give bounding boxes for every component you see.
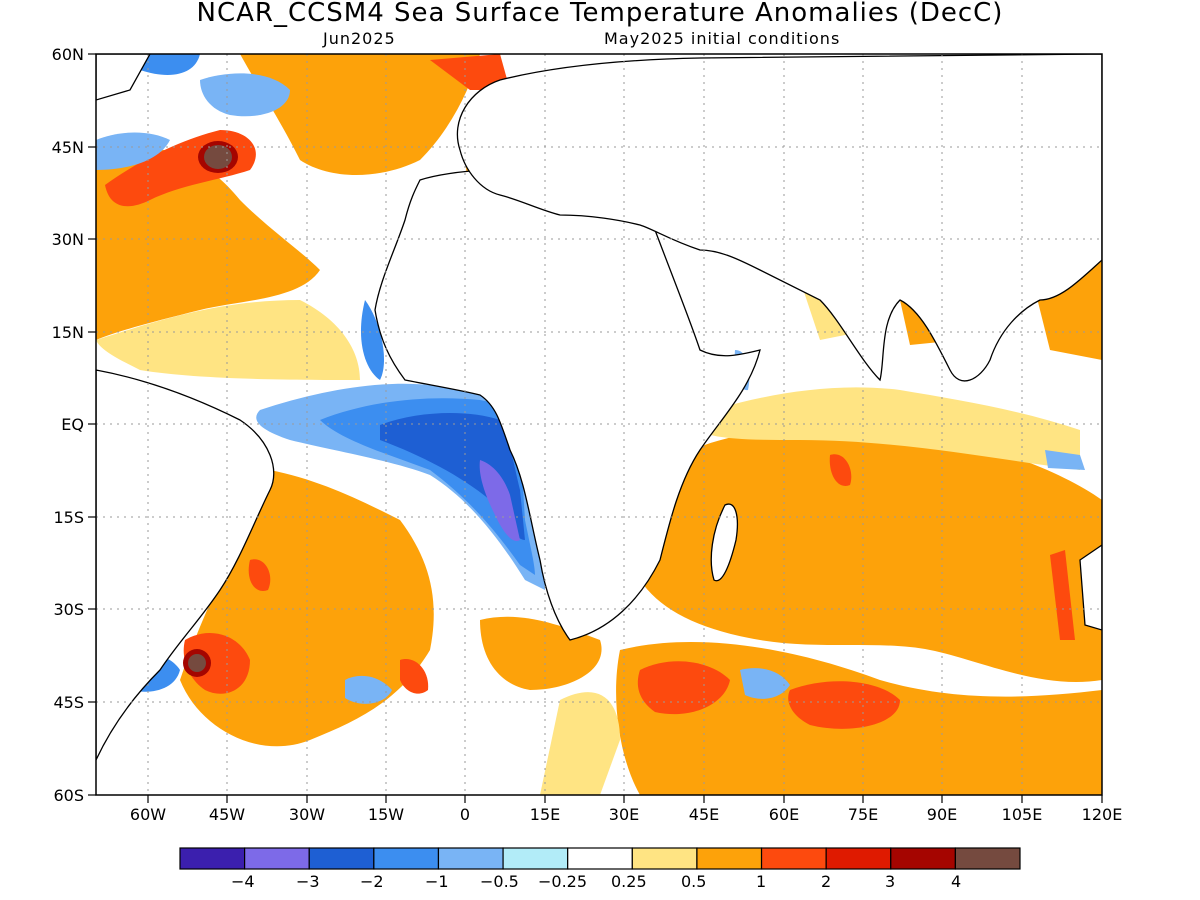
lat-label-60s: 60S	[53, 786, 84, 805]
colorbar-swatch	[502, 847, 569, 870]
lat-label-60n: 60N	[51, 45, 84, 64]
colorbar-label: 1	[756, 872, 767, 891]
colorbar-label: 0.25	[611, 872, 647, 891]
australia	[1079, 544, 1102, 631]
lon-label-45e: 45E	[688, 805, 720, 824]
colorbar-label: 2	[821, 872, 832, 891]
lat-label-15s: 15S	[53, 508, 84, 527]
lat-label-30n: 30N	[51, 230, 84, 249]
cool-anomaly-areas	[96, 54, 1085, 704]
lon-label-45w: 45W	[208, 805, 246, 824]
madagascar	[710, 503, 739, 582]
colorbar-swatch	[696, 847, 763, 870]
colorbar-swatch	[890, 847, 956, 870]
africa	[374, 168, 761, 641]
lon-label-60w: 60W	[129, 805, 167, 824]
continents	[96, 54, 1102, 761]
weak-warm-areas	[96, 280, 1080, 795]
initial-conditions-label: May2025 initial conditions	[604, 29, 841, 48]
colorbar-swatch	[825, 847, 892, 870]
colorbar-swatch	[244, 847, 310, 870]
colorbar	[179, 847, 1021, 870]
south-america	[96, 369, 275, 761]
greenland-edge	[96, 54, 151, 101]
extreme-warm-cores	[183, 141, 238, 677]
axis-ticks	[88, 53, 1103, 803]
colorbar-swatch	[437, 847, 504, 870]
colorbar-label: 4	[951, 872, 962, 891]
lon-label-30w: 30W	[288, 805, 326, 824]
map-plot-area	[96, 54, 1102, 795]
lat-label-30s: 30S	[53, 600, 84, 619]
colorbar-label: −0.5	[480, 872, 519, 891]
lon-label-75e: 75E	[847, 805, 879, 824]
colorbar-label: −2	[360, 872, 384, 891]
lat-label-45n: 45N	[51, 138, 84, 157]
colorbar-swatch	[954, 847, 1021, 870]
colorbar-label: 3	[885, 872, 896, 891]
colorbar-label: 0.5	[681, 872, 707, 891]
colorbar-swatch	[373, 847, 440, 870]
lat-label-45s: 45S	[53, 693, 84, 712]
colorbar-swatch	[179, 847, 246, 870]
graticule	[96, 54, 1102, 795]
europe-asia	[456, 54, 1102, 382]
colorbar-label: −1	[425, 872, 449, 891]
lon-label-30e: 30E	[608, 805, 640, 824]
lon-label-120e: 120E	[1081, 805, 1123, 824]
lat-label-15n: 15N	[51, 323, 84, 342]
colorbar-swatch	[308, 847, 375, 870]
colorbar-label: −0.25	[538, 872, 588, 891]
lon-label-60e: 60E	[768, 805, 800, 824]
lon-label-105e: 105E	[1001, 805, 1043, 824]
colorbar-swatch	[631, 847, 698, 870]
strong-warm-cores	[105, 54, 1075, 729]
colorbar-label: −4	[231, 872, 255, 891]
colorbar-swatch	[567, 847, 633, 870]
colorbar-swatch	[760, 847, 827, 870]
lon-label-90e: 90E	[926, 805, 958, 824]
lon-label-15e: 15E	[529, 805, 561, 824]
lat-label-eq: EQ	[61, 415, 84, 434]
lon-label-0: 0	[459, 805, 471, 824]
map-title: NCAR_CCSM4 Sea Surface Temperature Anoma…	[196, 0, 1004, 28]
lon-label-15w: 15W	[367, 805, 405, 824]
forecast-month: Jun2025	[323, 29, 396, 48]
colorbar-label: −3	[296, 872, 320, 891]
